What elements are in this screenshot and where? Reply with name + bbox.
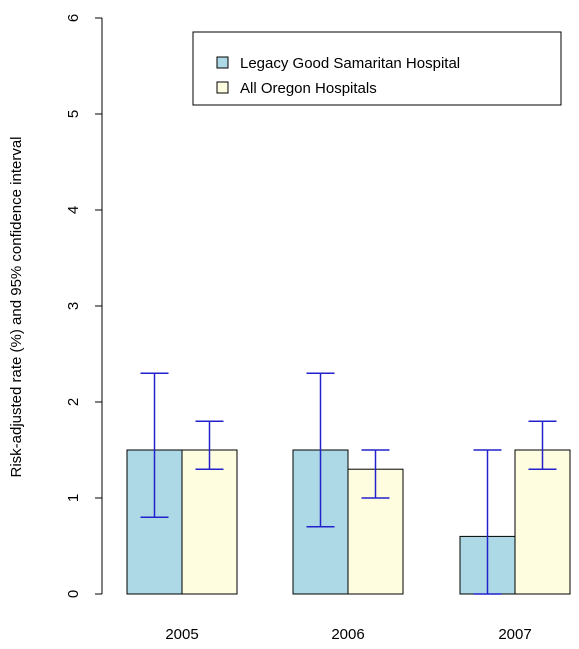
- x-axis-labels: 2005 2006 2007: [165, 626, 531, 643]
- error-bar-oregon-2005: [195, 420, 224, 470]
- y-axis-title: Risk-adjusted rate (%) and 95% confidenc…: [8, 136, 25, 477]
- x-tick-label: 2007: [498, 626, 531, 643]
- bar-oregon-2007: [514, 449, 571, 595]
- legend: Legacy Good Samaritan Hospital All Orego…: [192, 31, 562, 106]
- error-bar-oregon-2006: [361, 449, 390, 499]
- y-tick-label: 3: [65, 302, 82, 310]
- y-tick-label: 5: [65, 110, 82, 118]
- y-tick-label: 2: [65, 398, 82, 406]
- error-bar-legacy-2006: [306, 372, 335, 528]
- error-bar-oregon-2007: [528, 420, 557, 470]
- y-axis: 0 1 2 3 4 5 6: [65, 14, 103, 598]
- legend-swatch-oregon: [216, 81, 229, 94]
- x-tick-label: 2005: [165, 626, 198, 643]
- y-tick-label: 4: [65, 206, 82, 214]
- y-tick-label: 1: [65, 494, 82, 502]
- bar-oregon-2005: [181, 449, 238, 595]
- legend-swatch-legacy: [216, 56, 229, 69]
- y-tick-label: 0: [65, 590, 82, 598]
- error-bar-legacy-2005: [140, 372, 169, 518]
- error-bars: [140, 372, 557, 595]
- error-bar-legacy-2007: [473, 449, 502, 595]
- bars: [126, 449, 571, 595]
- legend-box: [192, 31, 562, 106]
- legend-label-legacy: Legacy Good Samaritan Hospital: [240, 55, 460, 72]
- x-tick-label: 2006: [331, 626, 364, 643]
- y-tick-label: 6: [65, 14, 82, 22]
- legend-label-oregon: All Oregon Hospitals: [240, 80, 377, 97]
